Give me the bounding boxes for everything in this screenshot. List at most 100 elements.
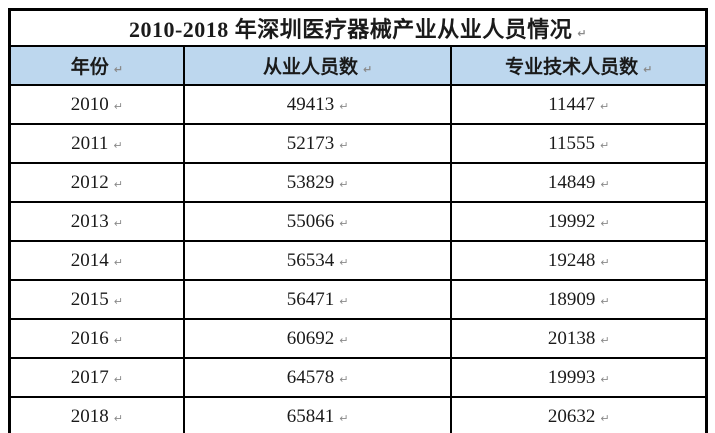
cell-value: 2011 — [71, 132, 109, 154]
paragraph-mark: ↵ — [113, 294, 123, 308]
cell-year: 2011 ↵ — [8, 123, 185, 164]
paragraph-mark: ↵ — [600, 216, 610, 230]
employment-table: 2010-2018 年深圳医疗器械产业从业人员情况 ↵ 年份 ↵ 从业人员数 ↵ 专业… — [8, 8, 708, 433]
column-header-employees: 从业人员数 ↵ — [182, 45, 453, 86]
table-header-row: 年份 ↵ 从业人员数 ↵ 专业技术人员数 ↵ — [8, 45, 708, 86]
cell-year: 2016 ↵ — [8, 318, 185, 359]
cell-value: 65841 — [286, 405, 335, 427]
cell-technical: 20138 ↵ — [450, 318, 708, 359]
paragraph-mark: ↵ — [339, 411, 349, 425]
cell-value: 20632 — [547, 405, 596, 427]
table-row: 2013 ↵ 55066 ↵ 19992 ↵ — [8, 201, 708, 242]
cell-value: 2017 — [70, 366, 109, 388]
paragraph-mark: ↵ — [600, 372, 610, 386]
cell-employees: 64578 ↵ — [182, 357, 453, 398]
table-title-row: 2010-2018 年深圳医疗器械产业从业人员情况 ↵ — [8, 8, 708, 47]
paragraph-mark: ↵ — [362, 63, 373, 76]
cell-year: 2015 ↵ — [8, 279, 185, 320]
cell-value: 11555 — [548, 132, 595, 154]
cell-value: 2010 — [70, 93, 109, 115]
cell-value: 2018 — [70, 405, 109, 427]
paragraph-mark: ↵ — [600, 177, 610, 191]
paragraph-mark: ↵ — [113, 63, 123, 76]
paragraph-mark: ↵ — [339, 177, 349, 191]
paragraph-mark: ↵ — [600, 294, 610, 308]
paragraph-mark: ↵ — [113, 372, 123, 386]
table-row: 2017 ↵ 64578 ↵ 19993 ↵ — [8, 357, 708, 398]
paragraph-mark: ↵ — [113, 255, 123, 269]
cell-technical: 20632 ↵ — [450, 396, 708, 433]
column-header-technical-label: 专业技术人员数 — [505, 57, 639, 78]
paragraph-mark: ↵ — [600, 411, 610, 425]
cell-year: 2014 ↵ — [8, 240, 185, 281]
paragraph-mark: ↵ — [600, 255, 610, 269]
cell-employees: 56534 ↵ — [182, 240, 453, 281]
cell-value: 2016 — [70, 327, 109, 349]
table-body: 2010 ↵ 49413 ↵ 11447 ↵ 2011 ↵ 52173 ↵ 11555 ↵ 2012 ↵ 5… — [8, 84, 708, 433]
cell-value: 64578 — [286, 366, 335, 388]
table-row: 2018 ↵ 65841 ↵ 20632 ↵ — [8, 396, 708, 433]
cell-value: 19248 — [547, 249, 596, 271]
table-row: 2012 ↵ 53829 ↵ 14849 ↵ — [8, 162, 708, 203]
cell-year: 2017 ↵ — [8, 357, 185, 398]
cell-technical: 11447 ↵ — [450, 84, 708, 125]
cell-value: 19992 — [547, 210, 596, 232]
table-title-text: 2010-2018 年深圳医疗器械产业从业人员情况 — [128, 17, 573, 42]
paragraph-mark: ↵ — [113, 177, 123, 191]
table-row: 2016 ↵ 60692 ↵ 20138 ↵ — [8, 318, 708, 359]
cell-technical: 19248 ↵ — [450, 240, 708, 281]
cell-employees: 49413 ↵ — [182, 84, 453, 125]
paragraph-mark: ↵ — [599, 138, 610, 152]
paragraph-mark: ↵ — [113, 411, 123, 425]
cell-value: 56534 — [286, 249, 335, 271]
paragraph-mark: ↵ — [339, 216, 349, 230]
cell-employees: 60692 ↵ — [182, 318, 453, 359]
cell-value: 2014 — [70, 249, 109, 271]
cell-year: 2013 ↵ — [8, 201, 185, 242]
cell-value: 2012 — [70, 171, 109, 193]
table-row: 2014 ↵ 56534 ↵ 19248 ↵ — [8, 240, 708, 281]
cell-employees: 65841 ↵ — [182, 396, 453, 433]
table-row: 2010 ↵ 49413 ↵ 11447 ↵ — [8, 84, 708, 125]
cell-year: 2010 ↵ — [8, 84, 185, 125]
paragraph-mark: ↵ — [339, 99, 349, 113]
paragraph-mark: ↵ — [339, 294, 349, 308]
paragraph-mark: ↵ — [339, 333, 349, 347]
cell-technical: 11555 ↵ — [450, 123, 708, 164]
cell-technical: 18909 ↵ — [450, 279, 708, 320]
table-row: 2011 ↵ 52173 ↵ 11555 ↵ — [8, 123, 708, 164]
paragraph-mark: ↵ — [113, 99, 123, 113]
paragraph-mark: ↵ — [339, 255, 349, 269]
cell-technical: 19993 ↵ — [450, 357, 708, 398]
table-row: 2015 ↵ 56471 ↵ 18909 ↵ — [8, 279, 708, 320]
cell-year: 2018 ↵ — [8, 396, 185, 433]
cell-employees: 53829 ↵ — [182, 162, 453, 203]
paragraph-mark: ↵ — [599, 99, 610, 113]
column-header-year-label: 年份 — [70, 57, 109, 78]
paragraph-mark: ↵ — [113, 216, 123, 230]
paragraph-mark: ↵ — [577, 27, 588, 40]
cell-value: 11447 — [548, 93, 595, 115]
cell-value: 19993 — [547, 366, 596, 388]
cell-employees: 56471 ↵ — [182, 279, 453, 320]
table-title: 2010-2018 年深圳医疗器械产业从业人员情况 ↵ — [8, 8, 708, 47]
column-header-employees-label: 从业人员数 — [262, 57, 358, 78]
paragraph-mark: ↵ — [113, 333, 123, 347]
paragraph-mark: ↵ — [643, 63, 653, 76]
paragraph-mark: ↵ — [113, 138, 123, 152]
column-header-technical: 专业技术人员数 ↵ — [450, 45, 708, 86]
cell-value: 20138 — [547, 327, 596, 349]
cell-value: 2013 — [70, 210, 109, 232]
cell-value: 49413 — [286, 93, 335, 115]
cell-value: 14849 — [547, 171, 596, 193]
cell-value: 53829 — [286, 171, 335, 193]
cell-value: 60692 — [286, 327, 335, 349]
cell-value: 18909 — [547, 288, 596, 310]
cell-value: 56471 — [286, 288, 335, 310]
cell-employees: 52173 ↵ — [182, 123, 453, 164]
cell-technical: 14849 ↵ — [450, 162, 708, 203]
cell-employees: 55066 ↵ — [182, 201, 453, 242]
cell-value: 52173 — [286, 132, 335, 154]
paragraph-mark: ↵ — [600, 333, 610, 347]
